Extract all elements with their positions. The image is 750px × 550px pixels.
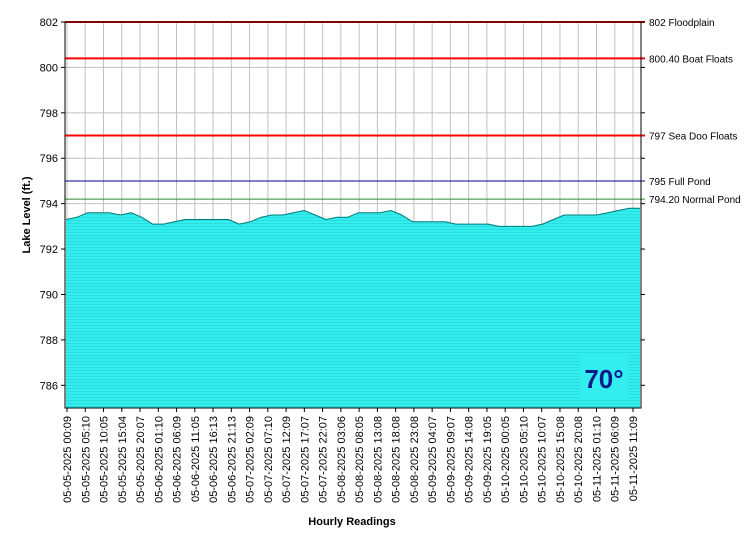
reference-labels: 802 Floodplain 800.40 Boat Floats 797 Sea … — [649, 18, 741, 206]
y-tick-label: 796 — [40, 153, 58, 165]
x-tick-label: 05-09-2025 09:07 — [445, 416, 457, 503]
x-tick-label: 05-11-2025 11:09 — [628, 416, 640, 501]
y-tick-label: 800 — [40, 62, 58, 74]
x-tick-label: 05-09-2025 04:07 — [427, 416, 439, 503]
x-tick-label: 05-06-2025 11:05 — [190, 416, 202, 502]
x-tick-label: 05-08-2025 13:08 — [372, 416, 384, 503]
x-tick-label: 05-07-2025 22:07 — [318, 416, 330, 503]
x-tick-label: 05-08-2025 08:05 — [354, 416, 366, 503]
x-tick-label: 05-09-2025 14:08 — [464, 416, 476, 503]
x-tick-label: 05-05-2025 20:07 — [135, 416, 147, 503]
reference-line-label: 802 Floodplain — [649, 18, 715, 29]
x-tick-label: 05-08-2025 23:08 — [409, 416, 421, 503]
y-axis-title: Lake Level (ft.) — [21, 176, 33, 253]
x-tick-label: 05-08-2025 18:08 — [391, 416, 403, 503]
x-tick-label: 05-06-2025 06:09 — [172, 416, 184, 503]
x-tick-label: 05-10-2025 20:08 — [573, 416, 585, 503]
x-tick-label: 05-05-2025 15:04 — [117, 416, 129, 503]
lake-level-area — [66, 208, 640, 408]
x-tick-label: 05-11-2025 06:09 — [610, 416, 622, 502]
y-tick-label: 802 — [40, 17, 58, 29]
x-tick-label: 05-06-2025 16:13 — [208, 416, 220, 503]
x-tick-label: 05-08-2025 03:06 — [336, 416, 348, 503]
x-tick-label: 05-05-2025 10:05 — [99, 416, 111, 503]
y-tick-label: 790 — [40, 289, 58, 301]
x-tick-label: 05-10-2025 05:10 — [518, 416, 530, 503]
x-tick-label: 05-11-2025 01:10 — [591, 416, 603, 502]
x-axis-ticks: 05-05-2025 00:09 05-05-2025 05:10 05-05-20… — [62, 408, 640, 503]
x-tick-label: 05-07-2025 07:10 — [263, 416, 275, 503]
y-tick-label: 788 — [40, 335, 58, 347]
x-tick-label: 05-05-2025 00:09 — [62, 416, 74, 503]
reference-line-label: 794.20 Normal Pond — [649, 195, 741, 206]
temperature-box — [580, 355, 628, 399]
x-tick-label: 05-06-2025 01:10 — [153, 416, 165, 503]
x-tick-label: 05-09-2025 19:05 — [482, 416, 494, 503]
x-axis-title: Hourly Readings — [308, 516, 395, 528]
y-tick-label: 792 — [40, 244, 58, 256]
x-tick-label: 05-07-2025 17:07 — [299, 416, 311, 503]
x-tick-label: 05-07-2025 12:09 — [281, 416, 293, 503]
temperature-value: 70° — [584, 364, 623, 394]
temperature-badge: 70° — [580, 355, 628, 399]
y-tick-label: 798 — [40, 108, 58, 120]
x-tick-label: 05-06-2025 21:13 — [226, 416, 238, 503]
reference-line-label: 797 Sea Doo Floats — [649, 132, 737, 143]
y-axis-ticks: 786 788 790 792 794 796 798 800 802 — [40, 17, 645, 392]
lake-level-line — [65, 207, 640, 227]
x-tick-label: 05-10-2025 10:07 — [537, 416, 549, 503]
reference-line-label: 800.40 Boat Floats — [649, 54, 733, 65]
y-tick-label: 786 — [40, 380, 58, 392]
x-tick-label: 05-07-2025 02:09 — [245, 416, 257, 503]
plot-frame — [64, 21, 642, 409]
x-tick-label: 05-05-2025 05:10 — [80, 416, 92, 503]
x-tick-label: 05-10-2025 00:05 — [500, 416, 512, 503]
y-tick-label: 794 — [40, 199, 58, 211]
reference-line-label: 795 Full Pond — [649, 177, 711, 188]
x-tick-label: 05-10-2025 15:08 — [555, 416, 567, 503]
